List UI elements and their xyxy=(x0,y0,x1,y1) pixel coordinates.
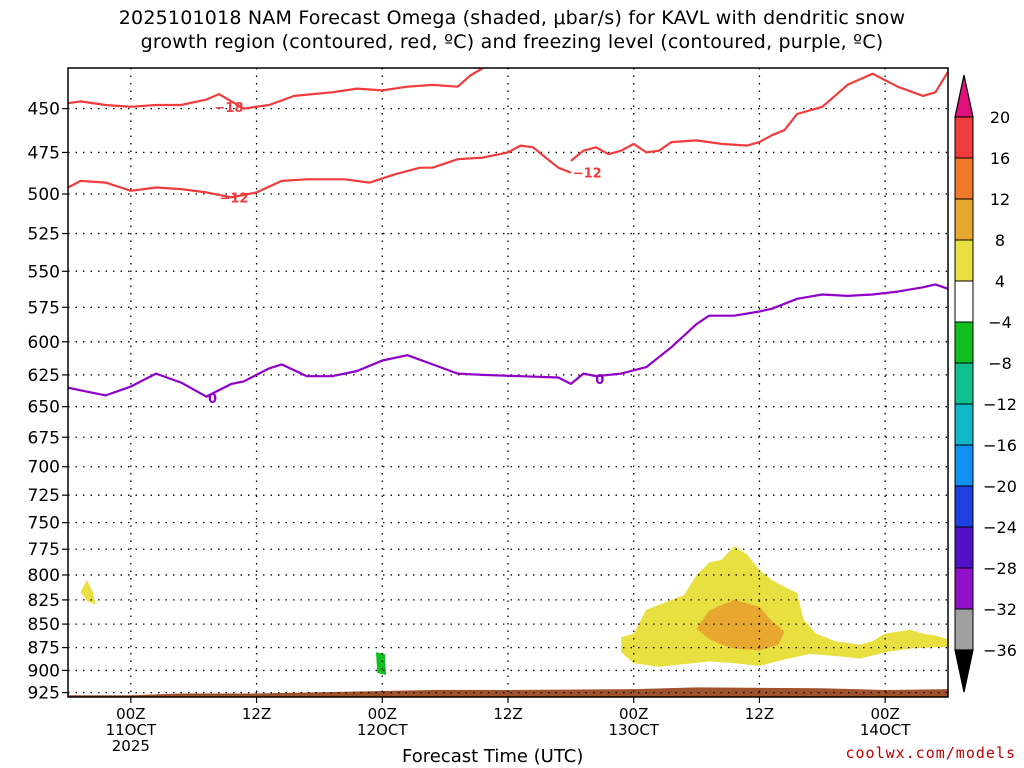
ground-layer xyxy=(68,687,948,697)
y-tick-label-500: 500 xyxy=(28,185,60,205)
contour-line-4 xyxy=(68,283,948,398)
x-tick-label-20-0: 00Z xyxy=(368,705,397,723)
colorbar-over-arrow xyxy=(954,74,974,118)
y-tick-label-625: 625 xyxy=(28,366,60,386)
y-tick-label-600: 600 xyxy=(28,333,60,353)
plot-frame xyxy=(67,67,949,698)
y-tick-label-850: 850 xyxy=(28,615,60,635)
contour-layer xyxy=(68,68,948,398)
x-tick-label-0-0: 00Z xyxy=(116,705,145,723)
contour-line-1 xyxy=(859,71,948,97)
credit-text[interactable]: coolwx.com/models xyxy=(845,744,1016,762)
y-tick-label-750: 750 xyxy=(28,514,60,534)
colorbar-swatch-6 xyxy=(954,362,974,405)
y-tick-label-450: 450 xyxy=(28,100,60,120)
y-tick-label-725: 725 xyxy=(28,486,60,506)
colorbar-label-3: 8 xyxy=(995,231,1005,250)
contour-label-layer: −18 −12 −12 0 0 xyxy=(208,101,604,407)
colorbar-label-8: −16 xyxy=(983,436,1017,455)
colorbar-label-13: −36 xyxy=(983,641,1017,660)
y-tick-label-550: 550 xyxy=(28,262,60,282)
y-tick-label-475: 475 xyxy=(28,143,60,163)
y-tick-label-825: 825 xyxy=(28,591,60,611)
x-tick-label-60-1: 14OCT xyxy=(860,721,911,739)
y-tick-label-525: 525 xyxy=(28,225,60,245)
x-tick-label-50-0: 12Z xyxy=(745,705,774,723)
colorbar-swatch-12 xyxy=(954,608,974,651)
colorbar-swatch-4 xyxy=(954,280,974,323)
colorbar-label-7: −12 xyxy=(983,395,1017,414)
x-tick-label-40-0: 00Z xyxy=(619,705,648,723)
contour-label-2: −12 xyxy=(573,167,602,182)
contour-line-0 xyxy=(68,68,484,110)
x-tick-label-40-1: 13OCT xyxy=(608,721,659,739)
contour-label-3: 0 xyxy=(208,392,217,407)
colorbar-label-4: 4 xyxy=(995,272,1005,291)
colorbar-label-10: −24 xyxy=(983,518,1017,537)
colorbar-label-0: 20 xyxy=(990,108,1010,127)
x-tick-label-0-2: 2025 xyxy=(112,737,150,755)
colorbar: 20 16 12 8 4 −4 −8 −12 −16 −20 −24 −28 −32 −36 xyxy=(954,74,1017,693)
omega-region-3 xyxy=(376,652,387,675)
y-tick-label-650: 650 xyxy=(28,398,60,418)
title-line-2: growth region (contoured, red, ºC) and f… xyxy=(140,31,884,53)
colorbar-swatch-5 xyxy=(954,321,974,364)
title-line-1: 2025101018 NAM Forecast Omega (shaded, μ… xyxy=(118,7,906,29)
omega-region-0 xyxy=(621,546,948,667)
contour-label-1: −12 xyxy=(219,191,248,206)
contour-line-3 xyxy=(570,78,861,162)
y-tick-label-900: 900 xyxy=(28,661,60,681)
colorbar-swatch-1 xyxy=(954,157,974,200)
ground-fill xyxy=(68,687,948,697)
axes-layer: 450 475 500 525 550 575 600 625 650 675 700 725 750 7… xyxy=(28,67,949,755)
contour-label-0: −18 xyxy=(214,101,243,116)
colorbar-label-6: −8 xyxy=(988,354,1012,373)
x-axis-label: Forecast Time (UTC) xyxy=(402,746,584,767)
y-tick-label-700: 700 xyxy=(28,458,60,478)
colorbar-swatch-3 xyxy=(954,239,974,282)
colorbar-swatch-10 xyxy=(954,526,974,569)
y-tick-label-800: 800 xyxy=(28,566,60,586)
colorbar-label-1: 16 xyxy=(990,149,1010,168)
y-tick-label-775: 775 xyxy=(28,540,60,560)
colorbar-swatch-7 xyxy=(954,403,974,446)
colorbar-swatch-0 xyxy=(954,116,974,159)
colorbar-label-12: −32 xyxy=(983,600,1017,619)
colorbar-swatch-11 xyxy=(954,567,974,610)
colorbar-label-9: −20 xyxy=(983,477,1017,496)
y-tick-label-675: 675 xyxy=(28,428,60,448)
colorbar-under-arrow xyxy=(954,649,974,693)
colorbar-label-5: −4 xyxy=(988,313,1012,332)
y-tick-label-575: 575 xyxy=(28,298,60,318)
grid-layer xyxy=(68,68,948,697)
x-tick-label-0-1: 11OCT xyxy=(106,721,157,739)
contour-line-2 xyxy=(68,144,572,199)
omega-region-1 xyxy=(80,580,96,605)
x-tick-label-10-0: 12Z xyxy=(242,705,271,723)
colorbar-label-11: −28 xyxy=(983,559,1017,578)
contour-label-4: 0 xyxy=(595,373,604,388)
omega-region-2 xyxy=(696,599,785,651)
colorbar-swatch-2 xyxy=(954,198,974,241)
chart-title: 2025101018 NAM Forecast Omega (shaded, μ… xyxy=(0,6,1024,54)
x-tick-label-20-1: 12OCT xyxy=(357,721,408,739)
omega-shading-layer xyxy=(80,546,948,675)
colorbar-swatch-9 xyxy=(954,485,974,528)
y-tick-label-875: 875 xyxy=(28,639,60,659)
x-tick-label-30-0: 12Z xyxy=(493,705,522,723)
colorbar-swatch-8 xyxy=(954,444,974,487)
x-tick-label-60-0: 00Z xyxy=(870,705,899,723)
y-tick-label-925: 925 xyxy=(28,684,60,704)
colorbar-label-2: 12 xyxy=(990,190,1010,209)
